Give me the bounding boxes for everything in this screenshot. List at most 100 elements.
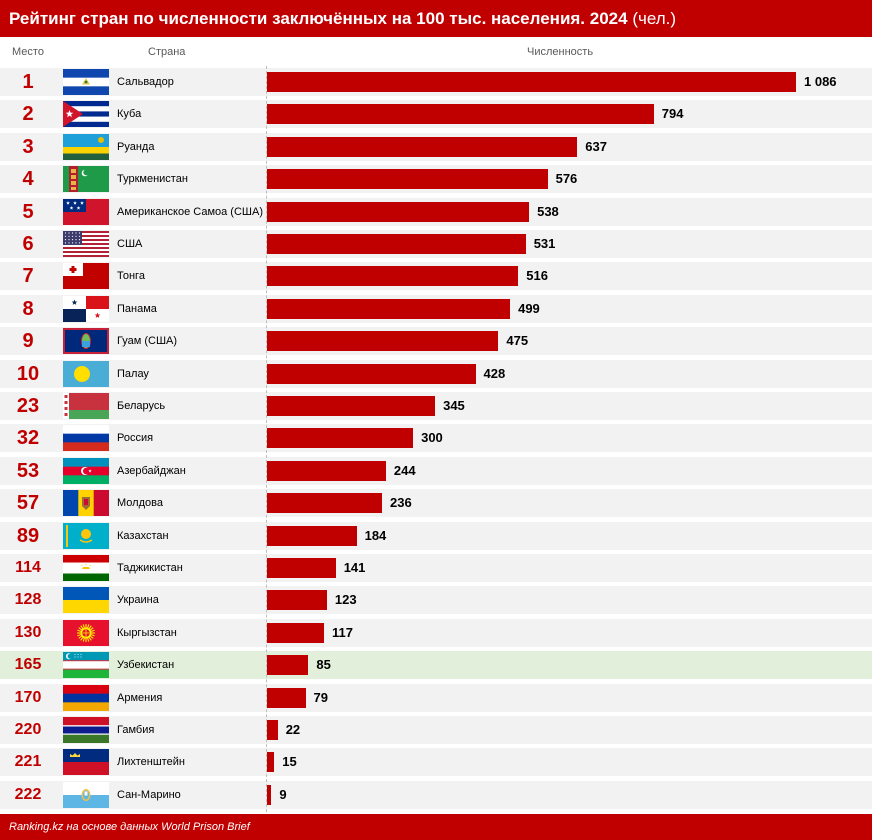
data-label: 345 bbox=[443, 398, 465, 413]
country-label: Туркменистан bbox=[117, 173, 188, 186]
rank-label: 32 bbox=[16, 427, 40, 450]
data-label: 1 086 bbox=[804, 74, 837, 89]
row-background bbox=[0, 748, 872, 777]
rank-label: 23 bbox=[16, 395, 40, 417]
country-label: Куба bbox=[117, 108, 142, 121]
san-marino-flag bbox=[63, 781, 109, 808]
bar bbox=[267, 493, 382, 514]
row-background bbox=[0, 424, 872, 453]
country-label: Сан-Марино bbox=[117, 788, 181, 801]
row-background bbox=[0, 716, 872, 744]
tajikistan-flag bbox=[63, 555, 109, 581]
country-label: Сальвадор bbox=[117, 76, 174, 88]
rank-label: 53 bbox=[16, 459, 40, 482]
bar bbox=[267, 396, 436, 416]
row-background bbox=[0, 521, 872, 550]
table-row: 114 Таджикистан 141 bbox=[0, 554, 872, 582]
bar bbox=[267, 363, 476, 384]
table-row: 165 Узбекистан 85 bbox=[0, 651, 872, 680]
data-label: 576 bbox=[555, 171, 578, 187]
country-label: Таджикистан bbox=[117, 562, 183, 574]
data-label: 516 bbox=[526, 268, 548, 284]
cuba-flag bbox=[63, 101, 109, 128]
data-label: 475 bbox=[506, 333, 529, 349]
row-background bbox=[0, 392, 872, 420]
belarus-flag bbox=[63, 393, 109, 419]
table-row: 7 Тонга 516 bbox=[0, 262, 872, 291]
american-samoa-flag bbox=[63, 198, 109, 225]
data-label: 79 bbox=[313, 689, 328, 705]
table-row: 53 Азербайджан 244 bbox=[0, 456, 872, 485]
rank-label: 170 bbox=[14, 688, 42, 706]
table-row: 23 Беларусь 345 bbox=[0, 392, 872, 420]
data-label: 244 bbox=[393, 462, 416, 478]
row-background bbox=[0, 586, 872, 615]
rank-label: 221 bbox=[14, 753, 42, 771]
rank-label: 114 bbox=[15, 559, 41, 576]
table-row: 10 Палау 428 bbox=[0, 359, 872, 388]
bar bbox=[267, 720, 278, 740]
usa-flag bbox=[63, 231, 109, 257]
rank-label: 3 bbox=[22, 135, 34, 158]
table-row: 130 Кыргызстан 117 bbox=[0, 618, 872, 647]
data-label: 22 bbox=[285, 722, 301, 737]
chart-unit: (чел.) bbox=[632, 9, 677, 28]
country-label: Руанда bbox=[117, 140, 155, 153]
table-row: 170 Армения 79 bbox=[0, 683, 872, 712]
uzbekistan-flag bbox=[63, 652, 109, 679]
rank-label: 220 bbox=[14, 721, 42, 738]
row-background bbox=[0, 651, 872, 680]
country-label: Азербайджан bbox=[117, 464, 186, 477]
rwanda-flag bbox=[63, 133, 109, 160]
data-label: 85 bbox=[316, 657, 331, 673]
bar bbox=[267, 558, 336, 578]
bar bbox=[267, 331, 499, 352]
chart-title: Рейтинг стран по численности заключённых… bbox=[9, 9, 628, 28]
source-footer: Ranking.kz на основе данных World Prison… bbox=[0, 814, 872, 840]
data-label: 794 bbox=[661, 106, 684, 122]
armenia-flag bbox=[63, 684, 109, 711]
table-row: 32 Россия 300 bbox=[0, 424, 872, 453]
country-label: Молдова bbox=[117, 497, 163, 510]
table-row: 57 Молдова 236 bbox=[0, 489, 872, 518]
table-row: 8 Панама 499 bbox=[0, 294, 872, 323]
data-label: 123 bbox=[334, 592, 357, 608]
bar bbox=[267, 460, 386, 481]
rank-label: 130 bbox=[14, 623, 42, 641]
rank-label: 6 bbox=[22, 233, 34, 255]
azerbaijan-flag bbox=[63, 457, 109, 484]
russia-flag bbox=[63, 425, 109, 452]
rank-label: 89 bbox=[16, 524, 40, 547]
column-header-country: Страна bbox=[148, 46, 186, 58]
table-row: 9 Гуам (США) 475 bbox=[0, 327, 872, 356]
bar bbox=[267, 266, 519, 287]
bar bbox=[267, 234, 526, 254]
bar bbox=[267, 752, 275, 773]
table-row: 2 Куба 794 bbox=[0, 100, 872, 129]
row-background bbox=[0, 456, 872, 485]
country-label: Украина bbox=[117, 594, 159, 607]
el-salvador-flag bbox=[63, 69, 109, 95]
country-label: Казахстан bbox=[117, 529, 169, 542]
data-label: 236 bbox=[390, 495, 412, 511]
rank-label: 128 bbox=[14, 591, 42, 609]
country-label: Кыргызстан bbox=[117, 626, 177, 639]
bar bbox=[267, 590, 327, 611]
data-label: 15 bbox=[282, 754, 297, 770]
panama-flag bbox=[63, 295, 109, 322]
table-row: 1 Сальвадор 1 086 bbox=[0, 68, 872, 96]
row-background bbox=[0, 554, 872, 582]
country-label: Гамбия bbox=[117, 724, 155, 736]
table-row: 4 Туркменистан 576 bbox=[0, 165, 872, 194]
country-label: Гуам (США) bbox=[117, 335, 178, 348]
bar bbox=[267, 201, 530, 222]
column-header-value: Численность bbox=[527, 46, 594, 58]
rank-label: 1 bbox=[22, 71, 34, 93]
column-header-rank: Место bbox=[12, 46, 44, 58]
country-label: Американское Самоа (США) bbox=[117, 205, 263, 218]
country-label: Панама bbox=[117, 302, 157, 315]
table-row: 5 Американское Самоа (США) 538 bbox=[0, 197, 872, 226]
moldova-flag bbox=[63, 490, 109, 517]
rank-label: 8 bbox=[22, 297, 34, 320]
